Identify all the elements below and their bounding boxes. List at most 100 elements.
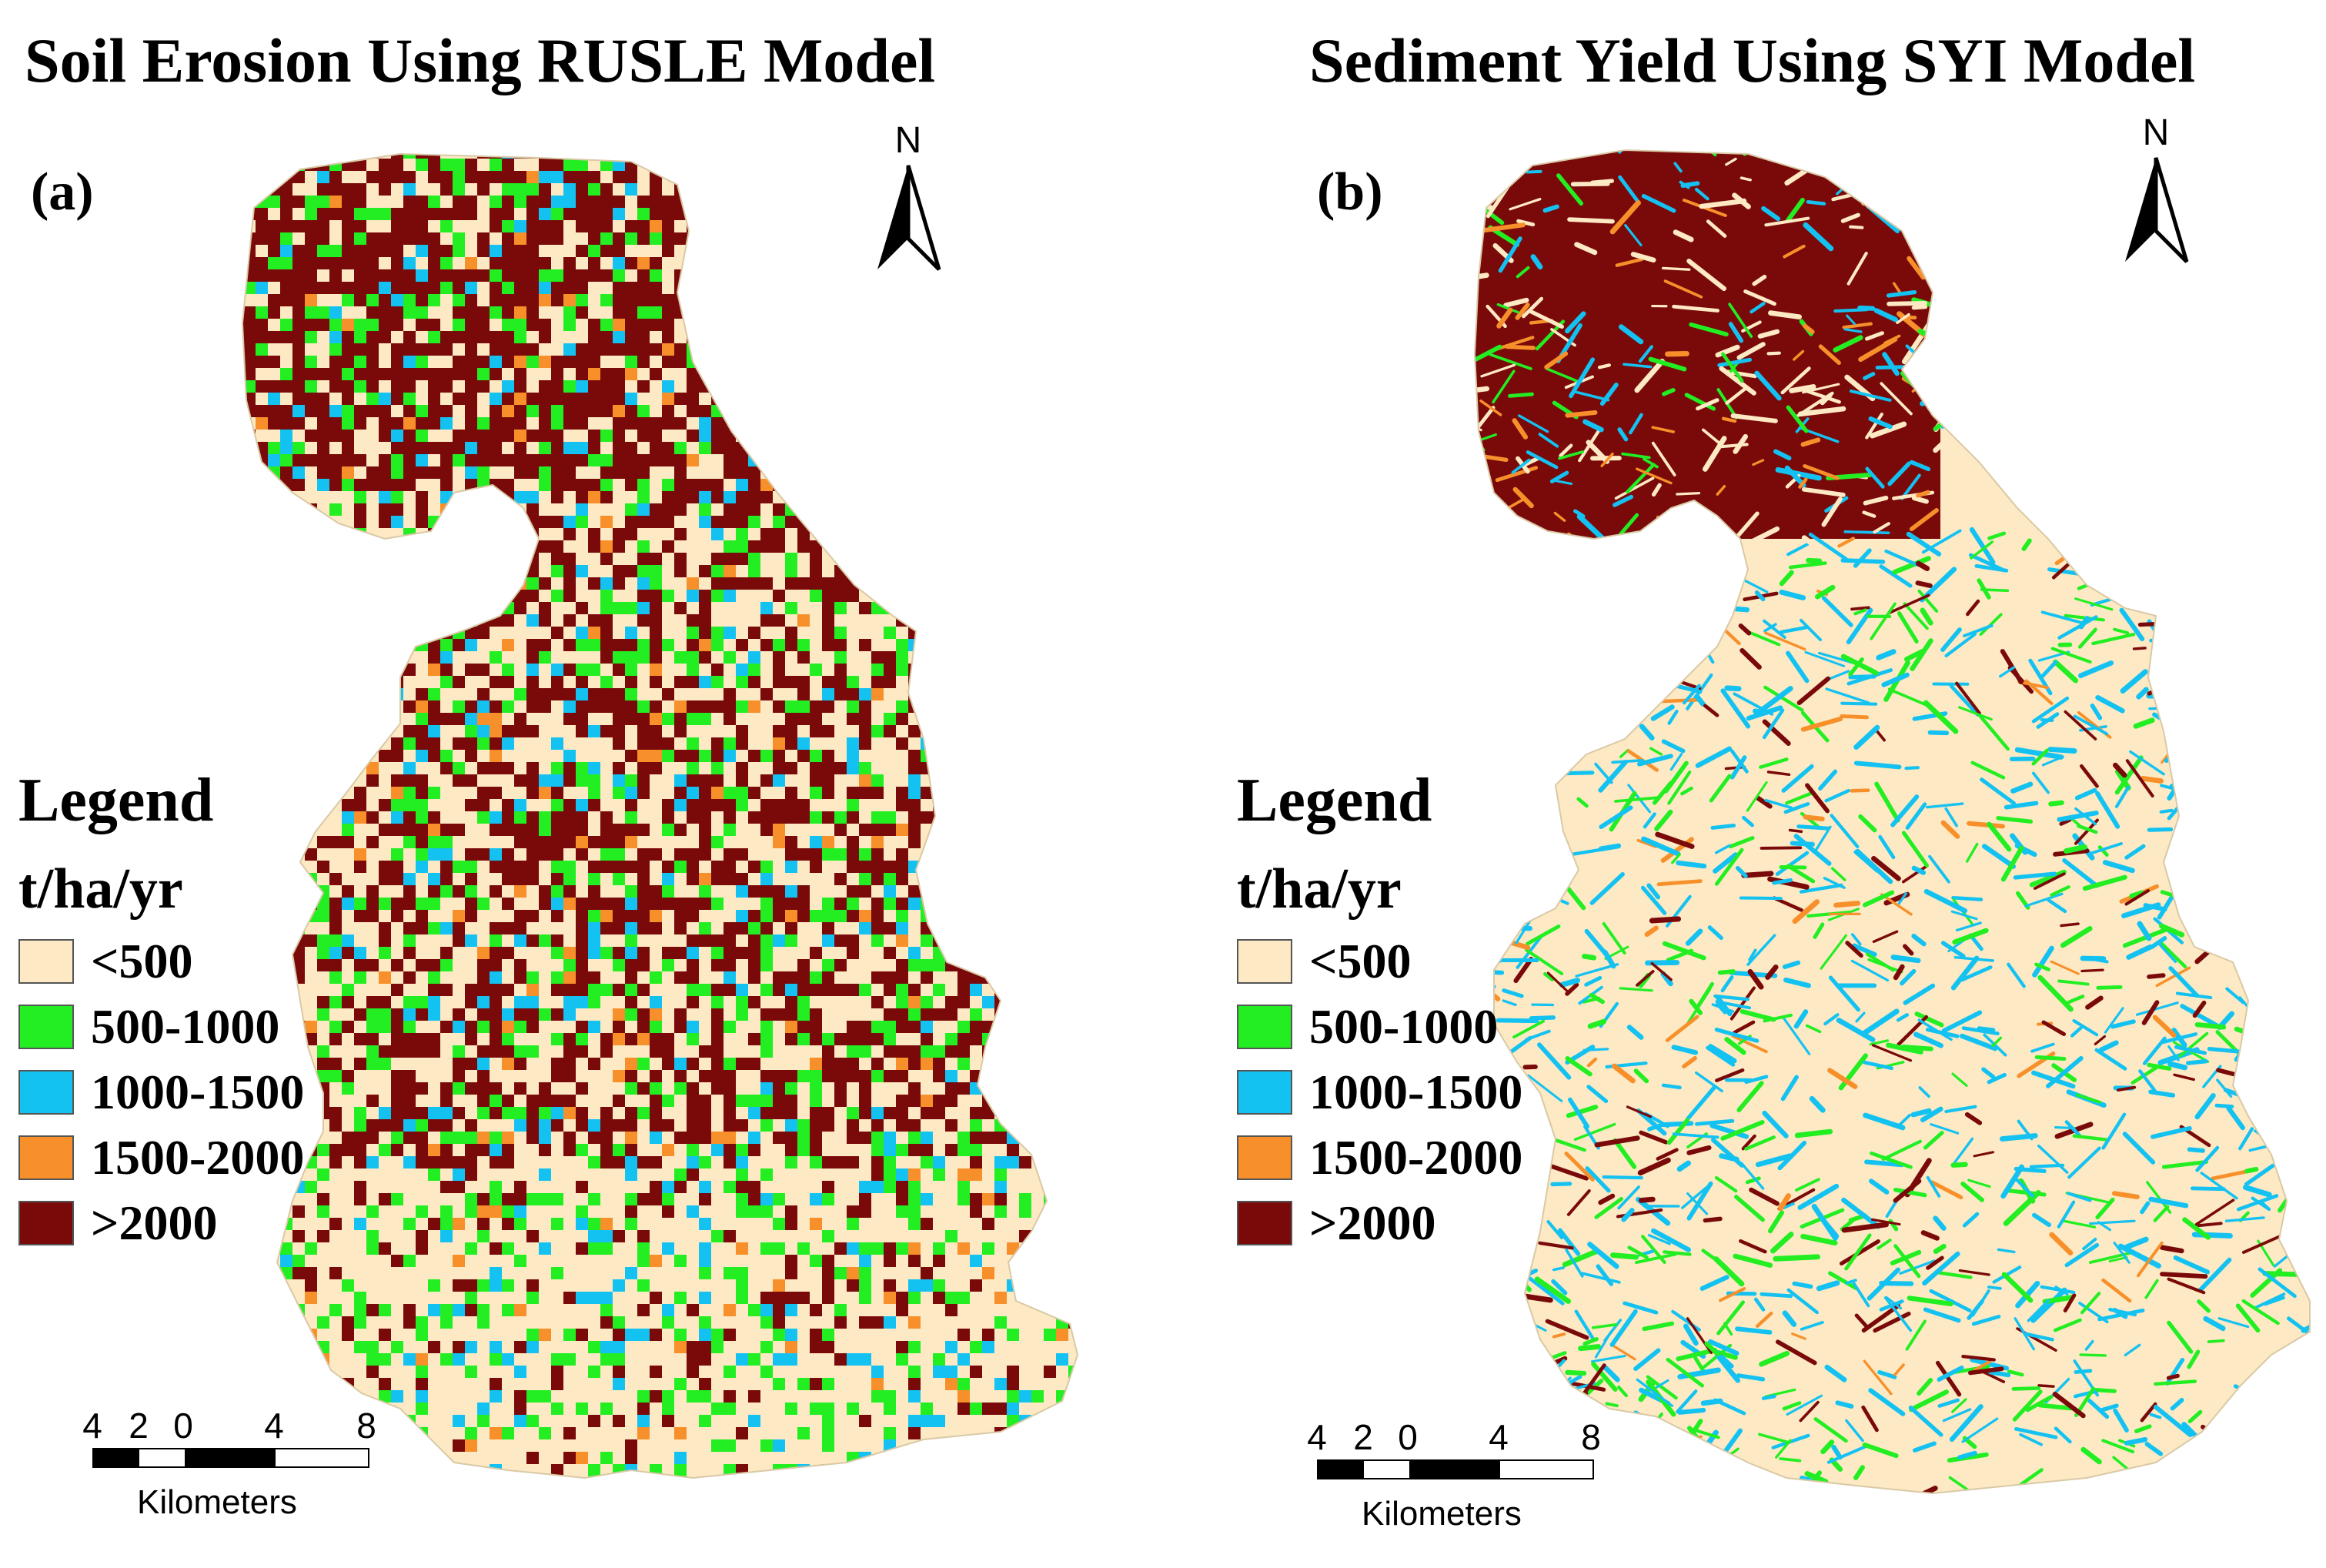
raster-cell [391, 491, 403, 503]
raster-streak [1681, 1185, 1709, 1209]
raster-cell [453, 269, 465, 282]
raster-cell [526, 208, 539, 220]
raster-cell [391, 319, 403, 331]
raster-cell [588, 774, 600, 787]
raster-cell [699, 873, 711, 885]
raster-cell [687, 208, 699, 220]
raster-cell [613, 836, 625, 848]
raster-cell [908, 491, 921, 503]
raster-cell [329, 1058, 342, 1070]
raster-cell [490, 1144, 502, 1156]
raster-cell [1056, 1107, 1068, 1119]
raster-cell [354, 947, 366, 959]
raster-cell [637, 651, 650, 664]
raster-cell [256, 417, 268, 430]
raster-cell [305, 208, 317, 220]
raster-cell [242, 232, 243, 245]
raster-cell [403, 393, 416, 405]
raster-cell [551, 430, 563, 442]
raster-cell [1068, 232, 1078, 245]
raster-cell [797, 540, 810, 553]
raster-cell [354, 713, 366, 725]
raster-cell [588, 380, 600, 393]
raster-cell [391, 824, 403, 836]
raster-cell [391, 208, 403, 220]
raster-cell [576, 922, 588, 934]
raster-cell [662, 1181, 674, 1193]
raster-cell [896, 1008, 908, 1021]
raster-cell [1056, 232, 1068, 245]
raster-cell [329, 639, 342, 651]
raster-cell [810, 1193, 822, 1205]
raster-cell [957, 565, 970, 577]
raster-cell [921, 1218, 933, 1230]
raster-cell [280, 737, 292, 750]
raster-cell [342, 405, 354, 417]
raster-cell [982, 1329, 994, 1341]
raster-cell [1068, 1045, 1078, 1058]
raster-cell [502, 1427, 514, 1439]
raster-cell [1081, 947, 1093, 959]
raster-cell [810, 269, 822, 282]
raster-cell [428, 319, 440, 331]
raster-cell [391, 1107, 403, 1119]
raster-cell [551, 171, 563, 183]
raster-cell [453, 553, 465, 565]
raster-cell [379, 1119, 391, 1132]
raster-cell [600, 861, 613, 873]
raster-cell [588, 331, 600, 343]
raster-cell [366, 1132, 379, 1144]
raster-cell [625, 1008, 637, 1021]
raster-cell [317, 171, 329, 183]
raster-cell [588, 664, 600, 676]
raster-cell [785, 1021, 797, 1033]
raster-cell [477, 442, 490, 454]
raster-cell [1044, 1107, 1056, 1119]
raster-cell [379, 245, 391, 257]
raster-cell [613, 1008, 625, 1021]
raster-cell [342, 220, 354, 232]
raster-cell [921, 1033, 933, 1045]
raster-cell [526, 343, 539, 356]
raster-cell [342, 934, 354, 947]
raster-cell [760, 1205, 773, 1218]
raster-cell [760, 984, 773, 996]
raster-streak [1602, 1364, 1620, 1382]
raster-streak [2151, 1477, 2183, 1493]
raster-cell [1056, 196, 1068, 208]
raster-cell [428, 208, 440, 220]
raster-cell [539, 1193, 551, 1205]
raster-cell [674, 1008, 687, 1021]
raster-cell [908, 1045, 921, 1058]
raster-cell [243, 540, 256, 553]
raster-cell [416, 824, 428, 836]
raster-cell [785, 331, 797, 343]
raster-cell [982, 208, 994, 220]
raster-cell [957, 910, 970, 922]
raster-cell [588, 154, 600, 159]
raster-cell [760, 454, 773, 466]
raster-cell [970, 922, 982, 934]
raster-cell [637, 848, 650, 861]
raster-cell [416, 1439, 428, 1452]
raster-cell [256, 306, 268, 319]
raster-cell [1007, 1082, 1019, 1095]
raster-cell [1044, 713, 1056, 725]
raster-cell [834, 898, 847, 910]
raster-cell [736, 1489, 748, 1501]
scale-tick: 0 [173, 1406, 193, 1446]
raster-cell [329, 319, 342, 331]
raster-cell [957, 479, 970, 491]
raster-cell [625, 676, 637, 688]
raster-cell [502, 947, 514, 959]
raster-cell [1044, 1168, 1056, 1181]
raster-cell [465, 664, 477, 676]
raster-cell [317, 750, 329, 762]
raster-cell [514, 959, 526, 971]
raster-cell [268, 553, 280, 565]
raster-cell [760, 1304, 773, 1316]
raster-cell [391, 910, 403, 922]
raster-cell [613, 232, 625, 245]
raster-cell [453, 1255, 465, 1267]
raster-cell [1056, 479, 1068, 491]
